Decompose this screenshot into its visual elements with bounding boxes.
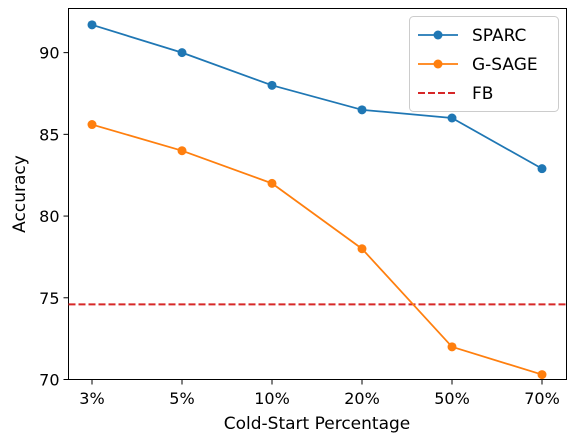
- legend: SPARC G-SAGE FB: [409, 16, 559, 112]
- series-line-g-sage: [91, 123, 543, 376]
- x-tick-label: 70%: [524, 389, 560, 408]
- y-tick-label: 70: [39, 371, 59, 390]
- data-point-sparc: [267, 80, 277, 90]
- x-tick-label: 5%: [169, 389, 194, 408]
- y-tick-label: 85: [39, 125, 59, 144]
- data-point-sparc: [537, 164, 547, 174]
- x-tick-label: 50%: [434, 389, 470, 408]
- data-point-sparc: [357, 105, 367, 115]
- x-tick-label: 3%: [79, 389, 104, 408]
- y-tick-label: 75: [39, 289, 59, 308]
- x-tick-label: 10%: [254, 389, 290, 408]
- legend-label-g-sage: G-SAGE: [472, 55, 538, 75]
- legend-box: [409, 16, 559, 112]
- data-point-g-sage: [537, 370, 547, 380]
- y-axis: 70 75 80 85 90: [39, 44, 69, 390]
- y-tick-label: 90: [39, 44, 59, 63]
- data-point-g-sage: [447, 342, 457, 352]
- y-axis-label: Accuracy: [10, 155, 30, 233]
- x-axis: 3% 5% 10% 20% 50% 70%: [79, 379, 560, 408]
- data-point-sparc: [177, 48, 187, 58]
- legend-label-sparc: SPARC: [472, 26, 526, 46]
- x-axis-label: Cold-Start Percentage: [224, 414, 411, 434]
- series-line-sparc: [91, 24, 543, 170]
- x-tick-label: 20%: [344, 389, 380, 408]
- legend-marker-g-sage: [433, 59, 443, 69]
- legend-marker-sparc: [433, 30, 443, 40]
- data-point-sparc: [87, 20, 97, 30]
- data-point-g-sage: [357, 244, 367, 254]
- data-point-sparc: [447, 113, 457, 123]
- data-point-g-sage: [177, 146, 187, 156]
- data-point-g-sage: [87, 120, 97, 130]
- series-layer: [87, 20, 547, 380]
- y-tick-label: 80: [39, 207, 59, 226]
- data-point-g-sage: [267, 178, 277, 188]
- legend-label-fb: FB: [472, 84, 493, 104]
